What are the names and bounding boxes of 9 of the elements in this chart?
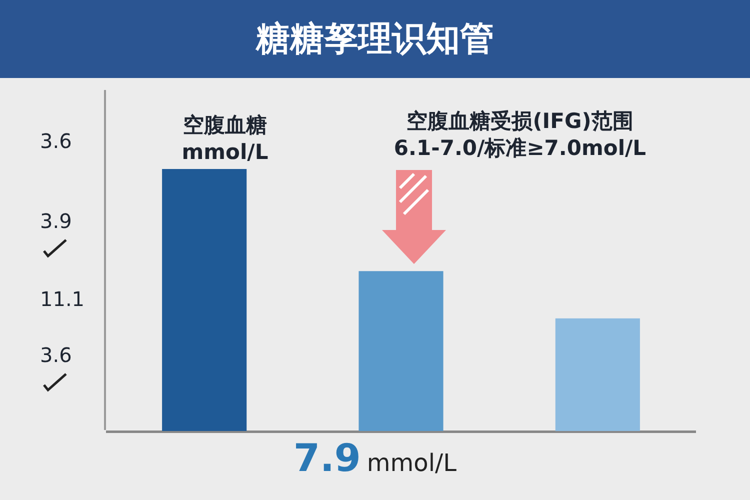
text: 3.6	[40, 128, 73, 154]
text: mmol/L	[366, 449, 456, 477]
text: 空腹血糖受损(IFG)范围 6.1-7.0/标准≥7.0mol/L	[392, 108, 648, 162]
text: 空腹血糖 mmol/L	[180, 112, 270, 166]
text: 11.1	[40, 286, 86, 312]
text: 3.9	[40, 208, 73, 234]
text: 7.9	[294, 436, 361, 480]
text: 3.6	[40, 342, 73, 368]
chart-title: 糖糖孥理识知管	[0, 0, 750, 78]
